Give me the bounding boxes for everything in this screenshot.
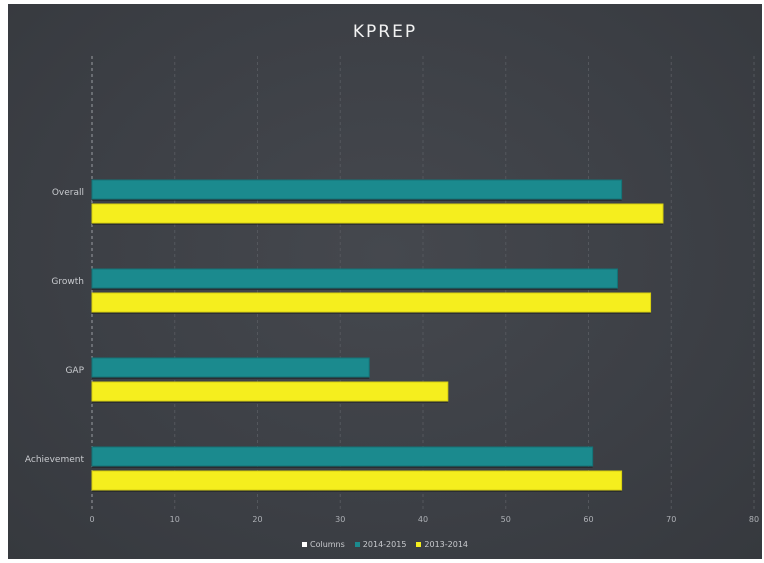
legend-label: Columns (309, 540, 345, 549)
chart-plot: 0 10 20 30 40 50 60 70 80 Overall Growth GAP Achieve… (25, 56, 759, 524)
category-label: Growth (51, 277, 84, 287)
legend-label: 2014-2015 (362, 540, 407, 549)
bar-series-1 (91, 446, 594, 467)
chart-slide: KPREP 0 10 20 30 40 50 60 70 80 Overall Growth GAP A… (8, 4, 762, 559)
legend-item: 2013-2014 (416, 540, 468, 549)
x-tick-label: 40 (418, 515, 428, 524)
bar-series-1 (91, 179, 623, 200)
x-tick-label: 70 (666, 515, 676, 524)
x-tick-label: 10 (170, 515, 180, 524)
x-tick-label: 80 (749, 515, 759, 524)
legend-label: 2013-2014 (424, 540, 469, 549)
legend-swatch (354, 542, 360, 547)
bar-series-2 (91, 470, 623, 491)
legend-item: Columns (301, 540, 345, 549)
x-tick-label: 50 (501, 515, 511, 524)
category-label: Achievement (25, 455, 85, 465)
bar-series-2 (91, 381, 449, 402)
legend-swatch (301, 542, 307, 547)
x-tick-label: 30 (335, 515, 345, 524)
bar-series-1 (91, 268, 618, 289)
legend-item: 2014-2015 (354, 540, 407, 549)
x-tick-label: 60 (583, 515, 593, 524)
bar-series-1 (91, 357, 370, 378)
category-label: Overall (52, 188, 84, 198)
bar-series-2 (91, 292, 652, 313)
legend-swatch (416, 542, 422, 547)
category-label: GAP (65, 366, 84, 376)
x-tick-label: 20 (252, 515, 262, 524)
chart-legend: Columns 2014-2015 2013-2014 (8, 540, 762, 549)
chart-title: KPREP (352, 22, 418, 42)
bar-series-2 (91, 203, 664, 224)
x-tick-label: 0 (89, 515, 94, 524)
